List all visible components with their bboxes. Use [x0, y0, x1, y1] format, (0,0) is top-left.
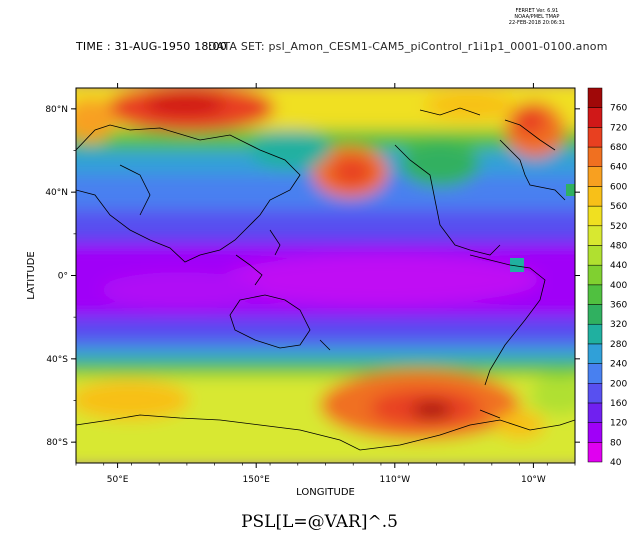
coastlines: [76, 107, 575, 451]
colorbar-label: 200: [610, 379, 627, 389]
lon-tick-label: 110°W: [380, 475, 411, 485]
colorbar-swatch: [587, 245, 603, 266]
colorbar-swatch: [587, 284, 603, 305]
colorbar-label: 640: [610, 163, 627, 173]
colorbar-swatch: [587, 225, 603, 246]
colorbar-swatch: [587, 402, 603, 423]
ferret-stamp-line: 22-FEB-2018 20:06:31: [508, 20, 565, 26]
colorbar-label: 560: [610, 202, 627, 212]
colorbar-swatch: [587, 323, 603, 345]
data-patch: [510, 258, 524, 272]
title-dataset: DATA SET: psl_Amon_CESM1-CAM5_piControl_…: [208, 40, 608, 53]
colorbar-swatch: [587, 127, 603, 148]
colorbar-label: 520: [610, 222, 627, 232]
ferret-stamp-line: NOAA/PMEL TMAP: [514, 14, 560, 20]
ferret-stamp-line: FERRET Ver. 6.91: [515, 8, 559, 14]
variable-title: PSL[L=@VAR]^.5: [241, 512, 398, 532]
colorbar-label: 760: [610, 104, 627, 114]
colorbar-label: 480: [610, 241, 627, 251]
colorbar: 40 80 120 160 200 240 280 320 360 400 440 480 520 560…: [587, 87, 627, 468]
colorbar-label: 720: [610, 123, 627, 133]
lon-tick-label: 150°E: [243, 475, 271, 485]
colorbar-swatch: [587, 186, 603, 207]
colorbar-swatch: [587, 383, 603, 404]
lon-tick-label: 10°W: [521, 475, 546, 485]
colorbar-swatch: [587, 166, 603, 187]
lat-tick-label: 40°N: [45, 188, 68, 198]
title-time: TIME : 31-AUG-1950 18:00: [76, 40, 227, 53]
colorbar-label: 360: [610, 301, 627, 311]
colorbar-label: 280: [610, 340, 627, 350]
colorbar-label: 160: [610, 399, 627, 409]
colorbar-swatch: [587, 87, 603, 108]
heatmap-field: [76, 88, 575, 463]
colorbar-swatch: [587, 146, 603, 167]
lat-tick-label: 0°: [58, 272, 68, 282]
data-patch: [566, 184, 575, 196]
colorbar-swatch: [587, 343, 603, 364]
colorbar-swatch: [587, 304, 603, 325]
colorbar-label: 240: [610, 360, 627, 370]
lat-tick-label: 80°N: [45, 105, 68, 115]
colorbar-label: 320: [610, 320, 627, 330]
plot-title: TIME : 31-AUG-1950 18:00 DATA SET: psl_A…: [76, 40, 607, 53]
colorbar-swatch: [587, 363, 603, 384]
colorbar-label: 400: [610, 281, 627, 291]
colorbar-label: 440: [610, 261, 627, 271]
colorbar-swatch: [587, 205, 603, 227]
ferret-stamp: FERRET Ver. 6.91 NOAA/PMEL TMAP 22-FEB-2…: [509, 8, 565, 26]
colorbar-label: 120: [610, 419, 627, 429]
map-axes: 50°E 150°E 110°W 10°W 80°N 40°N 0° 40°S 80°S LONG…: [26, 83, 580, 498]
x-axis-label: LONGITUDE: [296, 487, 355, 498]
colorbar-swatch: [587, 264, 603, 286]
lat-tick-label: 80°S: [46, 438, 68, 448]
colorbar-label: 40: [610, 458, 622, 468]
colorbar-label: 600: [610, 182, 627, 192]
lat-tick-label: 40°S: [46, 355, 68, 365]
colorbar-label: 680: [610, 143, 627, 153]
colorbar-swatch: [587, 422, 603, 443]
colorbar-swatch: [587, 442, 603, 463]
lon-tick-label: 50°E: [107, 475, 129, 485]
colorbar-label: 80: [610, 438, 622, 448]
colorbar-swatch: [587, 107, 603, 128]
y-axis-label: LATITUDE: [26, 251, 37, 299]
